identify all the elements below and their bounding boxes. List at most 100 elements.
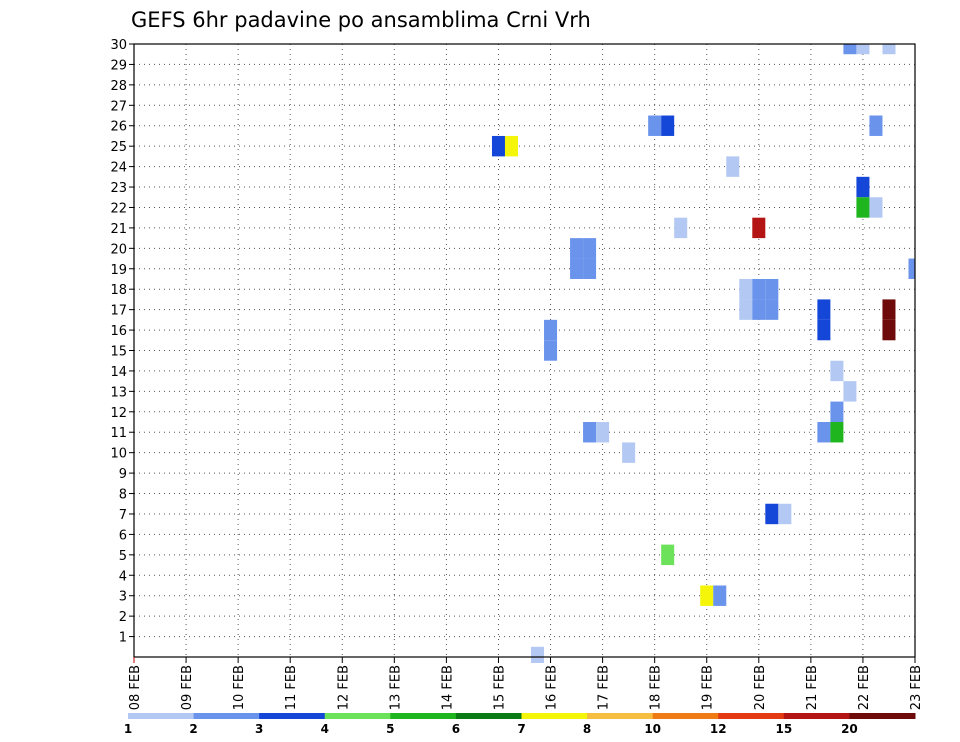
precip-cell [713, 585, 727, 606]
precip-cell [739, 278, 753, 300]
legend-label: 10 [644, 722, 661, 736]
x-tick-label: 11 FEB [284, 665, 299, 710]
legend-swatch [259, 713, 326, 719]
precip-cell [856, 197, 870, 218]
precip-cell [661, 544, 675, 566]
y-tick-label: 6 [119, 528, 127, 543]
precip-cell [856, 44, 870, 55]
precip-cell [882, 299, 896, 320]
y-tick-label: 29 [110, 58, 127, 73]
y-tick-label: 24 [110, 161, 127, 176]
precip-cell [622, 442, 636, 463]
y-tick-label: 4 [119, 569, 127, 584]
legend-label: 7 [517, 722, 525, 736]
y-tick-label: 22 [110, 201, 127, 216]
precip-cell [674, 217, 688, 239]
legend-label: 8 [583, 722, 591, 736]
precip-cell [739, 299, 753, 320]
precip-cell [531, 646, 545, 663]
precip-cell [778, 503, 792, 525]
precip-cell [544, 340, 558, 361]
x-tick-label: 10 FEB [232, 665, 247, 710]
precip-cell [504, 135, 518, 157]
legend-label: 20 [841, 722, 858, 736]
precip-cell [544, 319, 558, 341]
precip-cell [882, 44, 896, 55]
legend-swatch [849, 713, 916, 719]
legend-label: 5 [386, 722, 394, 736]
precip-cell [869, 115, 883, 136]
y-tick-label: 12 [110, 406, 127, 421]
precip-cell [570, 238, 584, 259]
legend-swatch [193, 713, 260, 719]
y-tick-label: 2 [119, 610, 127, 625]
legend-label: 4 [321, 722, 329, 736]
y-tick-label: 14 [110, 365, 127, 380]
y-tick-label: 26 [110, 120, 127, 135]
precip-cell [869, 197, 883, 218]
y-tick-label: 21 [110, 222, 127, 237]
legend-swatch [652, 713, 719, 719]
grid-lines [134, 44, 915, 657]
legend-swatch [390, 713, 457, 719]
x-tick-label: 08 FEB [128, 665, 143, 710]
legend-swatch [783, 713, 850, 719]
legend-label: 6 [452, 722, 460, 736]
y-tick-label: 7 [119, 508, 127, 523]
x-tick-label: 21 FEB [805, 665, 820, 710]
y-tick-label: 1 [119, 631, 127, 646]
precipitation-cells [491, 44, 915, 663]
x-tick-label: 20 FEB [753, 665, 768, 710]
precip-cell [752, 299, 766, 320]
legend-swatch [128, 713, 195, 719]
legend-swatch [324, 713, 391, 719]
precip-cell [843, 44, 857, 55]
x-tick-label: 19 FEB [701, 665, 716, 710]
color-legend: 1 2 3 4 5 6 7 8 10 12 15 20 [124, 713, 916, 736]
x-tick-label: 22 FEB [857, 665, 872, 710]
precip-cell [830, 360, 844, 382]
legend-swatch [587, 713, 654, 719]
x-tick-label: 16 FEB [545, 665, 560, 710]
y-tick-label: 25 [110, 140, 127, 155]
precip-cell [661, 115, 675, 136]
precip-cell [765, 278, 779, 300]
legend-label: 2 [189, 722, 197, 736]
precip-cell [583, 238, 597, 259]
legend-swatch [455, 713, 522, 719]
x-tick-label: 14 FEB [440, 665, 455, 710]
precip-cell [752, 217, 766, 239]
y-tick-label: 28 [110, 79, 127, 94]
y-tick-label: 30 [110, 38, 127, 53]
legend-label: 1 [124, 722, 132, 736]
y-tick-label: 23 [110, 181, 127, 196]
precip-cell [726, 156, 740, 177]
x-tick-label: 13 FEB [388, 665, 403, 710]
precip-cell [752, 278, 766, 300]
x-tick-label: 17 FEB [597, 665, 612, 710]
x-tick-label: 23 FEB [909, 665, 924, 710]
legend-label: 12 [710, 722, 727, 736]
precip-cell [583, 258, 597, 279]
y-tick-label: 20 [110, 242, 127, 257]
legend-swatch [718, 713, 785, 719]
precip-cell [830, 401, 844, 423]
legend-label: 3 [255, 722, 263, 736]
precip-cell [817, 299, 831, 320]
y-tick-label: 9 [119, 467, 127, 482]
y-tick-label: 11 [110, 426, 127, 441]
precip-cell [765, 299, 779, 320]
x-tick-label: 18 FEB [649, 665, 664, 710]
precip-cell [700, 585, 714, 606]
precip-cell [765, 503, 779, 525]
y-tick-label: 19 [110, 263, 127, 278]
precip-cell [843, 381, 857, 402]
precip-cell [491, 135, 505, 157]
y-tick-label: 15 [110, 345, 127, 360]
y-tick-label: 17 [110, 304, 127, 319]
precip-cell [856, 176, 870, 198]
precip-cell [583, 422, 597, 443]
legend-label: 15 [775, 722, 792, 736]
legend-swatch [521, 713, 588, 719]
